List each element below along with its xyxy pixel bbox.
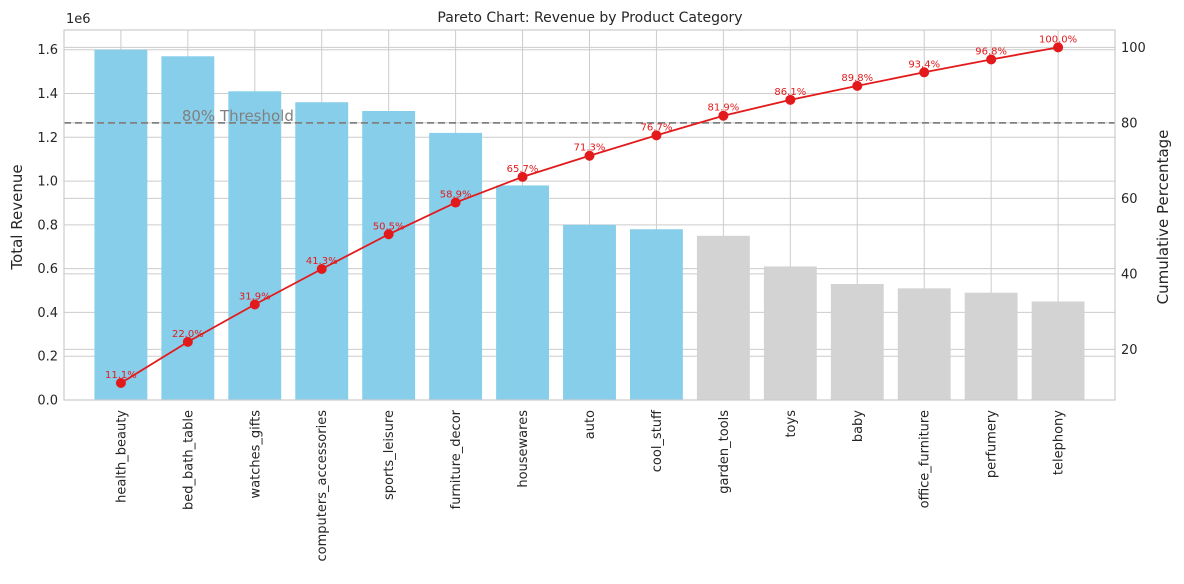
x-tick-label: baby: [851, 410, 866, 442]
cumulative-marker: [785, 94, 796, 105]
y-tick-label: 0.0: [37, 394, 58, 409]
cumulative-label: 76.7%: [641, 122, 673, 133]
bar: [964, 292, 1018, 400]
x-tick-label: computers_accessories: [315, 410, 330, 562]
chart-title: Pareto Chart: Revenue by Product Categor…: [437, 10, 742, 26]
y-axis-offset-text: 1e6: [66, 12, 91, 27]
cumulative-label: 11.1%: [105, 370, 137, 381]
bar: [496, 185, 549, 400]
y2-tick-label: 80: [1121, 116, 1138, 131]
y-tick-label: 1.4: [37, 87, 58, 102]
x-tick-label: cool_stuff: [650, 409, 665, 472]
cumulative-label: 71.3%: [574, 143, 606, 154]
cumulative-marker: [718, 110, 729, 121]
threshold-label: 80% Threshold: [182, 107, 294, 125]
cumulative-marker: [115, 378, 126, 389]
x-tick-label: housewares: [516, 410, 531, 488]
bar: [94, 49, 148, 401]
bar: [897, 288, 951, 400]
bar: [1031, 301, 1085, 400]
x-tick-label: furniture_decor: [449, 409, 464, 509]
y-tick-label: 0.8: [37, 218, 58, 233]
cumulative-marker: [986, 54, 997, 65]
y-tick-label: 0.6: [37, 262, 58, 277]
y-tick-label: 0.2: [37, 350, 58, 365]
cumulative-marker: [651, 130, 662, 141]
cumulative-marker: [316, 263, 327, 274]
x-tick-label: bed_bath_table: [181, 410, 196, 510]
y-tick-label: 1.2: [37, 131, 58, 146]
x-tick-label: office_furniture: [918, 410, 933, 508]
x-tick-label: telephony: [1052, 410, 1067, 475]
y-axis-title: Total Revenue: [8, 164, 26, 270]
cumulative-label: 86.1%: [774, 87, 806, 98]
bars: [94, 49, 1085, 401]
cumulative-label: 50.5%: [373, 221, 405, 232]
cumulative-label: 22.0%: [172, 329, 204, 340]
cumulative-label: 41.3%: [306, 256, 338, 267]
plot-frame: [63, 29, 1116, 401]
x-tick-label: toys: [784, 410, 799, 438]
x-tick-label: health_beauty: [114, 410, 129, 503]
cumulative-label: 81.9%: [707, 103, 739, 114]
cumulative-marker: [249, 299, 260, 310]
bar: [763, 266, 817, 400]
cumulative-label: 65.7%: [507, 164, 539, 175]
y2-tick-label: 20: [1121, 343, 1138, 358]
y2-tick-label: 60: [1121, 192, 1138, 207]
y2-tick-label: 100: [1121, 41, 1146, 56]
bar: [830, 283, 884, 400]
cumulative-label: 31.9%: [239, 291, 271, 302]
y2-axis-title: Cumulative Percentage: [1154, 130, 1172, 305]
cumulative-marker: [517, 171, 528, 182]
x-tick-label: auto: [583, 410, 598, 439]
y2-tick-label: 40: [1121, 267, 1138, 282]
bar: [228, 91, 282, 401]
cumulative-label: 100.0%: [1039, 34, 1077, 45]
bar: [295, 102, 349, 400]
cumulative-marker: [383, 229, 394, 240]
cumulative-marker: [450, 197, 461, 208]
x-tick-label: watches_gifts: [248, 410, 263, 499]
cumulative-label: 96.8%: [975, 46, 1007, 57]
x-tick-label: garden_tools: [717, 410, 732, 494]
cumulative-label: 93.4%: [908, 59, 940, 70]
cumulative-marker: [919, 67, 930, 78]
bar: [362, 111, 416, 400]
axes: 0.0 0.2 0.4 0.6 0.8 1.0 1.2 1.4 1.6 20 40 60 80 100 he…: [37, 41, 1146, 562]
cumulative-marker: [584, 150, 595, 161]
bar: [696, 235, 750, 400]
y-tick-label: 1.0: [37, 175, 58, 190]
cumulative-line-group: 11.1% 22.0% 31.9% 41.3% 50.5% 58.9% 65.7% 71.3%…: [105, 34, 1077, 389]
threshold-group: 80% Threshold: [64, 107, 1115, 125]
bar: [630, 229, 683, 400]
cumulative-label: 89.8%: [841, 73, 873, 84]
cumulative-marker: [1053, 42, 1064, 53]
cumulative-marker: [182, 336, 193, 347]
x-tick-label: sports_leisure: [382, 410, 397, 500]
bar: [563, 224, 616, 400]
cumulative-label: 58.9%: [440, 190, 472, 201]
y-tick-label: 1.6: [37, 43, 58, 58]
cumulative-marker: [852, 80, 863, 91]
y-tick-label: 0.4: [37, 306, 58, 321]
bar: [429, 132, 483, 400]
x-tick-label: perfumery: [985, 410, 1000, 478]
